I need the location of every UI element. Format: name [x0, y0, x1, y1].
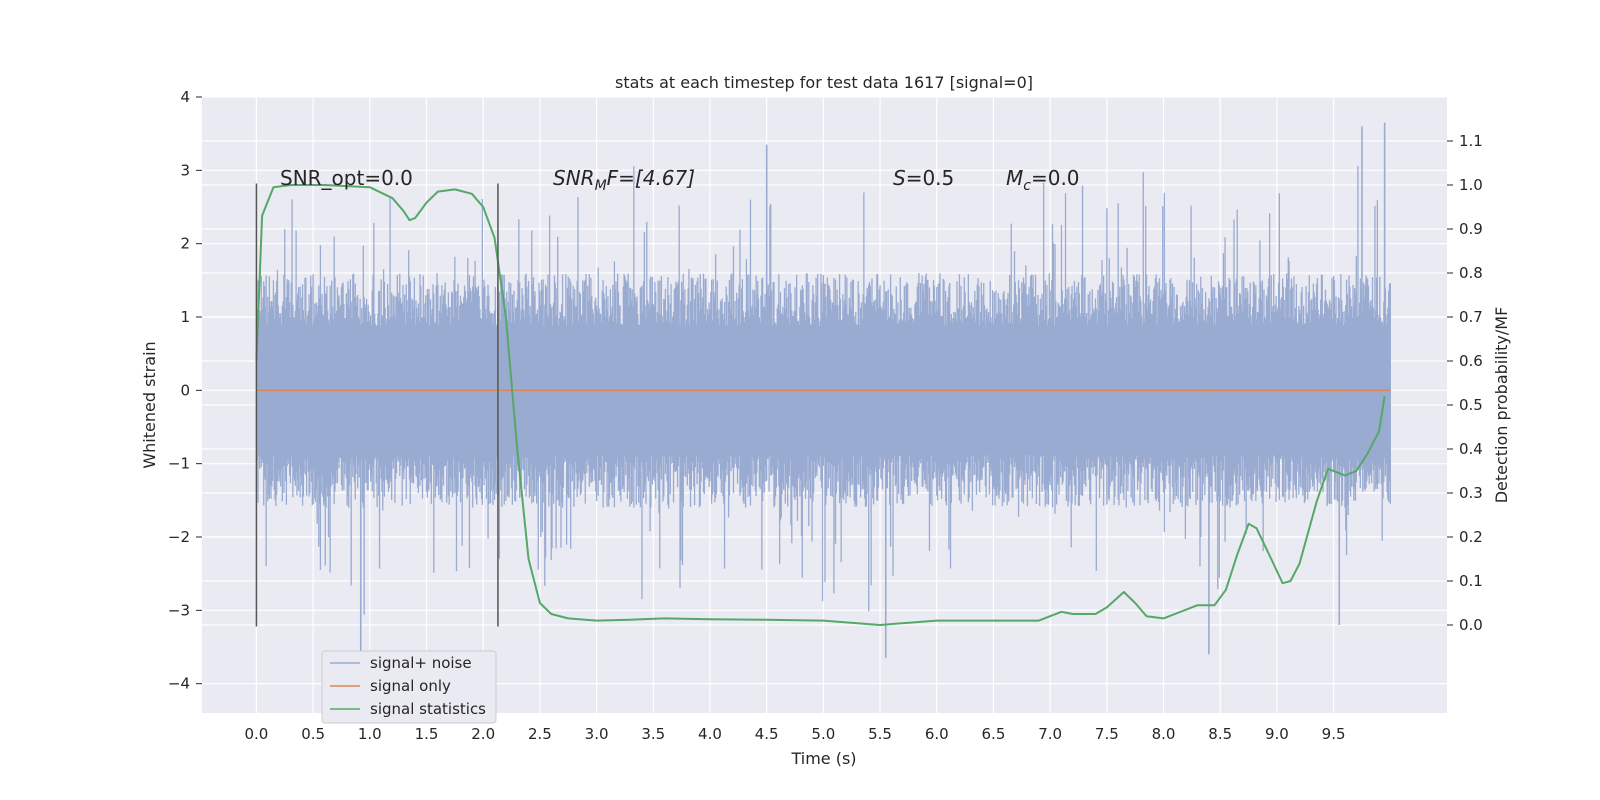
- x-tick-label: 6.5: [982, 725, 1006, 743]
- annotation-mc: Mc=0.0: [1006, 166, 1080, 194]
- x-tick-label: 3.5: [641, 725, 665, 743]
- snr-mf-base: SNR: [553, 166, 595, 190]
- y-tick-label: −2: [168, 528, 190, 546]
- x-tick-label: 6.0: [925, 725, 949, 743]
- x-tick-label: 5.5: [868, 725, 892, 743]
- y-tick-label: −3: [168, 601, 190, 619]
- y-right-tick-label: 0.9: [1459, 220, 1483, 238]
- legend-label-signal-statistics: signal statistics: [370, 700, 486, 718]
- x-tick-label: 3.0: [585, 725, 609, 743]
- y-tick-label: 2: [180, 235, 190, 253]
- y-right-tick-label: 0.6: [1459, 352, 1483, 370]
- mc-rest: =0.0: [1031, 166, 1080, 190]
- x-tick-label: 9.5: [1322, 725, 1346, 743]
- y-right-tick-label: 0.0: [1459, 616, 1483, 634]
- y-right-tick-label: 0.7: [1459, 308, 1483, 326]
- signal-statistics-line: [255, 184, 1386, 626]
- x-tick-label: 4.0: [698, 725, 722, 743]
- y-tick-label: 1: [180, 308, 190, 326]
- x-tick-label: 8.5: [1208, 725, 1232, 743]
- series-lines: [255, 184, 1391, 626]
- x-tick-label: 0.5: [301, 725, 325, 743]
- mc-sub: c: [1023, 178, 1031, 194]
- y-tick-label: 3: [180, 161, 190, 179]
- y-tick-label: −4: [168, 675, 190, 693]
- x-tick-label: 0.0: [244, 725, 268, 743]
- snr-mf-sub: M: [595, 178, 607, 194]
- legend-label-signal-noise: signal+ noise: [370, 654, 472, 672]
- annotation-snr-opt: SNR_opt=0.0: [280, 166, 413, 190]
- x-tick-label: 5.0: [811, 725, 835, 743]
- y-right-tick-label: 0.4: [1459, 440, 1483, 458]
- y-axis-label: Whitened strain: [140, 341, 159, 468]
- x-tick-label: 1.5: [415, 725, 439, 743]
- s-rest: =0.5: [906, 166, 955, 190]
- legend-box: [321, 650, 497, 724]
- y-right-tick-label: 1.1: [1459, 132, 1483, 150]
- x-axis-label: Time (s): [790, 749, 856, 768]
- x-tick-label: 2.5: [528, 725, 552, 743]
- y-tick-label: 0: [180, 381, 190, 399]
- y-tick-label: −1: [168, 455, 190, 473]
- y-right-tick-label: 1.0: [1459, 176, 1483, 194]
- y-right-tick-label: 0.1: [1459, 572, 1483, 590]
- annotation-snr-mf: SNRMF=[4.67]: [553, 166, 695, 194]
- y-right-tick-label: 0.2: [1459, 528, 1483, 546]
- x-tick-label: 4.5: [755, 725, 779, 743]
- chart-title: stats at each timestep for test data 161…: [615, 73, 1033, 92]
- y-right-tick-label: 0.5: [1459, 396, 1483, 414]
- x-tick-label: 7.0: [1038, 725, 1062, 743]
- y-right-tick-label: 0.3: [1459, 484, 1483, 502]
- vertical-markers: [255, 183, 499, 627]
- annotation-s: S=0.5: [893, 166, 954, 190]
- x-tick-label: 1.0: [358, 725, 382, 743]
- s-base: S: [893, 166, 906, 190]
- x-tick-label: 9.0: [1265, 725, 1289, 743]
- mc-base: M: [1006, 166, 1023, 190]
- x-tick-label: 8.0: [1152, 725, 1176, 743]
- legend-label-signal-only: signal only: [370, 677, 451, 695]
- x-tick-label: 2.0: [471, 725, 495, 743]
- x-tick-label: 7.5: [1095, 725, 1119, 743]
- y-right-tick-label: 0.8: [1459, 264, 1483, 282]
- snr-mf-rest: F=[4.67]: [607, 166, 695, 190]
- tick-labels: 0.0 0.5 1.0 1.5 2.0 2.5 3.0 3.5 4.0 4.5 5.0 5.5 6.0 6…: [168, 88, 1483, 743]
- y-axis-right-label: Detection probability/MF: [1492, 307, 1511, 504]
- legend: signal+ noise signal only signal statist…: [321, 650, 497, 724]
- y-tick-label: 4: [180, 88, 190, 106]
